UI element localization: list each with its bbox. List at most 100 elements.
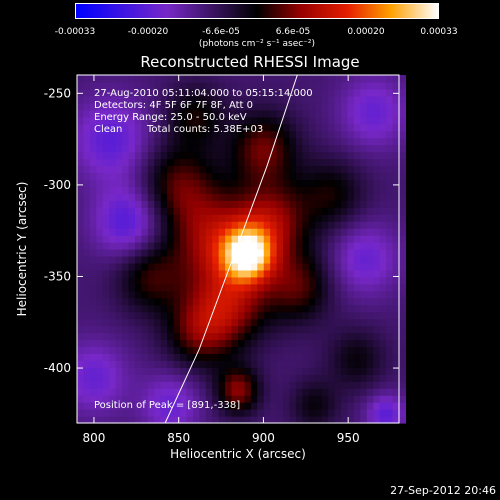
heatmap-cell (83, 102, 91, 111)
heatmap-cell (199, 88, 207, 97)
heatmap-cell (115, 255, 123, 264)
heatmap-cell (154, 276, 162, 285)
heatmap-cell (289, 249, 297, 257)
heatmap-cell (205, 276, 213, 285)
heatmap-cell (154, 172, 162, 180)
heatmap-cell (373, 207, 381, 215)
heatmap-cell (192, 88, 200, 97)
heatmap-cell (399, 102, 407, 111)
heatmap-cell (373, 381, 381, 389)
heatmap-cell (270, 318, 278, 327)
heatmap-cell (180, 416, 188, 424)
heatmap-cell (89, 283, 97, 292)
heatmap-cell (276, 255, 284, 264)
heatmap-cell (77, 311, 85, 320)
heatmap-cell (289, 276, 297, 285)
heatmap-cell (218, 95, 226, 104)
heatmap-cell (122, 276, 130, 285)
heatmap-cell (379, 151, 387, 160)
heatmap-cell (173, 332, 181, 341)
heatmap-cell (308, 346, 316, 354)
heatmap-cell (89, 207, 97, 215)
heatmap-cell (77, 395, 85, 403)
heatmap-cell (212, 130, 220, 139)
heatmap-cell (366, 339, 374, 348)
heatmap-cell (399, 290, 407, 299)
heatmap-cell (276, 200, 284, 208)
heatmap-cell (366, 123, 374, 132)
heatmap-cell (109, 297, 117, 306)
heatmap-cell (199, 388, 207, 396)
heatmap-cell (180, 304, 188, 313)
heatmap-cell (154, 395, 162, 403)
heatmap-cell (263, 409, 271, 417)
heatmap-cell (122, 402, 130, 410)
heatmap-cell (102, 311, 110, 320)
heatmap-cell (186, 165, 194, 174)
heatmap-cell (321, 207, 329, 215)
heatmap-cell (96, 144, 104, 153)
heatmap-cell (141, 207, 149, 215)
heatmap-cell (276, 276, 284, 285)
heatmap-cell (186, 262, 194, 271)
heatmap-cell (379, 304, 387, 313)
heatmap-cell (250, 144, 258, 153)
heatmap-cell (238, 318, 246, 327)
heatmap-cell (102, 137, 110, 146)
heatmap-cell (366, 102, 374, 111)
heatmap-cell (250, 339, 258, 348)
heatmap-cell (192, 109, 200, 118)
heatmap-cell (250, 276, 258, 285)
heatmap-cell (83, 200, 91, 208)
heatmap-cell (212, 374, 220, 382)
heatmap-cell (347, 228, 355, 236)
heatmap-cell (199, 367, 207, 375)
heatmap-cell (399, 144, 407, 153)
heatmap-cell (334, 269, 342, 278)
heatmap-cell (302, 255, 310, 264)
heatmap-cell (347, 381, 355, 389)
heatmap-cell (257, 102, 265, 111)
heatmap-cell (192, 388, 200, 396)
heatmap-cell (302, 346, 310, 354)
heatmap-cell (218, 416, 226, 424)
heatmap-cell (122, 144, 130, 153)
heatmap-cell (263, 249, 271, 257)
heatmap-cell (328, 297, 336, 306)
heatmap-cell (134, 297, 142, 306)
heatmap-cell (141, 318, 149, 327)
heatmap-cell (180, 123, 188, 132)
heatmap-cell (173, 179, 181, 187)
heatmap-cell (167, 207, 175, 215)
heatmap-cell (257, 137, 265, 146)
heatmap-cell (134, 88, 142, 97)
heatmap-cell (399, 325, 407, 334)
y-tick-label: -350 (44, 269, 71, 283)
heatmap-cell (244, 276, 252, 285)
heatmap-cell (89, 416, 97, 424)
heatmap-cell (134, 283, 142, 292)
heatmap-cell (276, 332, 284, 341)
heatmap-cell (205, 235, 213, 243)
heatmap-cell (218, 262, 226, 271)
heatmap-cell (334, 179, 342, 187)
heatmap-cell (238, 346, 246, 354)
heatmap-cell (180, 395, 188, 403)
heatmap-cell (399, 276, 407, 285)
heatmap-cell (192, 269, 200, 278)
heatmap-cell (315, 409, 323, 417)
heatmap-cell (270, 311, 278, 320)
heatmap-cell (134, 193, 142, 201)
heatmap-cell (257, 416, 265, 424)
heatmap-cell (89, 144, 97, 153)
heatmap-cell (276, 81, 284, 90)
heatmap-cell (270, 137, 278, 146)
heatmap-cell (238, 249, 246, 257)
heatmap-cell (392, 130, 400, 139)
heatmap-cell (308, 409, 316, 417)
heatmap-cell (128, 144, 136, 153)
heatmap-cell (167, 255, 175, 264)
heatmap-cell (102, 179, 110, 187)
heatmap-cell (141, 276, 149, 285)
heatmap-cell (399, 235, 407, 243)
